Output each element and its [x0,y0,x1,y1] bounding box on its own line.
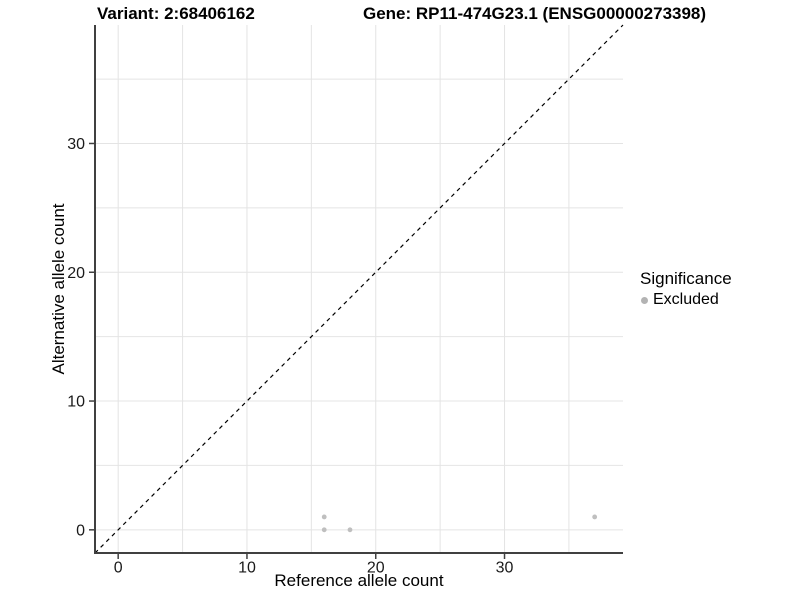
x-axis-tick-label: 20 [367,559,385,576]
x-axis-tick-label: 0 [114,559,123,576]
y-axis-tick-label: 20 [67,265,85,282]
data-point [592,514,598,520]
y-axis-tick-label: 30 [67,136,85,153]
x-axis-title: Reference allele count [274,571,444,590]
legend-item-excluded: Excluded [641,291,732,309]
y-axis-tick-label: 10 [67,394,85,411]
identity-reference-line [94,24,624,554]
x-axis-tick-label: 10 [238,559,256,576]
data-point [321,514,327,520]
data-point [347,527,353,533]
x-axis-tick-label: 30 [496,559,514,576]
legend: Significance Excluded [640,269,732,309]
legend-title: Significance [640,269,732,288]
y-axis-title: Alternative allele count [49,203,68,375]
plot-title-gene: Gene: RP11-474G23.1 (ENSG00000273398) [363,4,707,23]
legend-item-label: Excluded [653,291,719,308]
plot-title-variant: Variant: 2:68406162 [97,4,255,23]
y-axis-tick-label: 0 [76,522,85,539]
data-point [321,527,327,533]
legend-key-dot-icon [641,296,648,304]
